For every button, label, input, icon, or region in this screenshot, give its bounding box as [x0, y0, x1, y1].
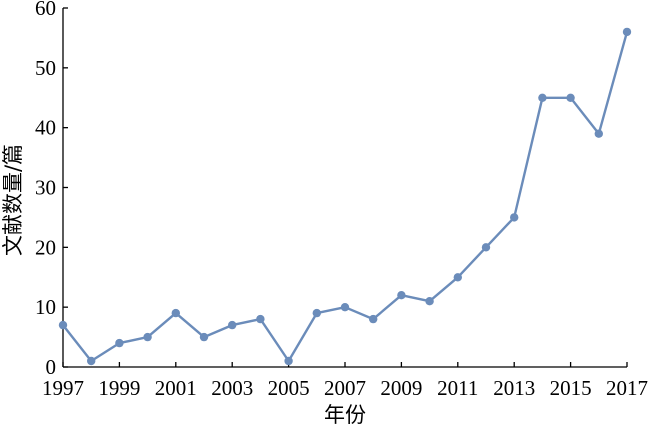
data-point: [228, 320, 237, 330]
y-tick-label: 60: [35, 0, 56, 20]
x-tick-label: 2015: [550, 376, 592, 400]
data-point: [199, 332, 209, 342]
y-tick-label: 10: [35, 295, 56, 319]
x-ticks: 1997 1999 2001 2003 2005 2007 2009 2011 2013 2015…: [42, 362, 648, 400]
series-line: [62, 31, 629, 363]
x-tick-label: 2009: [380, 376, 422, 400]
data-point: [256, 314, 265, 324]
data-point: [538, 93, 547, 103]
data-point: [143, 332, 152, 342]
y-tick-label: 40: [35, 116, 56, 140]
series-group: [58, 27, 632, 366]
data-point: [566, 93, 575, 103]
data-point: [87, 356, 96, 366]
y-axis-title: 文献数量/篇: [1, 144, 25, 256]
x-tick-label: 1999: [98, 376, 140, 400]
data-point: [284, 356, 293, 366]
x-tick-label: 2003: [211, 376, 253, 400]
data-point: [453, 273, 462, 282]
x-tick-label: 2007: [324, 376, 366, 400]
data-point: [369, 314, 378, 324]
data-point: [510, 213, 519, 222]
y-tick-label: 20: [35, 235, 56, 259]
x-tick-label: 2001: [155, 376, 197, 400]
data-point: [58, 320, 68, 330]
y-tick-label: 50: [35, 56, 56, 80]
data-point: [340, 303, 350, 312]
data-point: [594, 129, 603, 138]
data-point: [481, 243, 491, 252]
x-tick-label: 1997: [42, 376, 84, 400]
data-point: [622, 27, 632, 37]
y-tick-label: 30: [35, 176, 56, 200]
data-point: [425, 297, 434, 306]
x-axis-title: 年份: [324, 403, 366, 427]
x-tick-label: 2013: [493, 376, 535, 400]
data-point: [312, 308, 321, 318]
x-tick-label: 2017: [606, 376, 648, 400]
data-point: [397, 291, 406, 300]
y-ticks: 0 10 20 30 40 50 60: [35, 0, 68, 379]
y-tick-label: 0: [46, 355, 57, 379]
data-point: [171, 308, 180, 318]
x-tick-label: 2011: [437, 376, 478, 400]
x-tick-label: 2005: [268, 376, 310, 400]
data-point: [115, 338, 124, 348]
